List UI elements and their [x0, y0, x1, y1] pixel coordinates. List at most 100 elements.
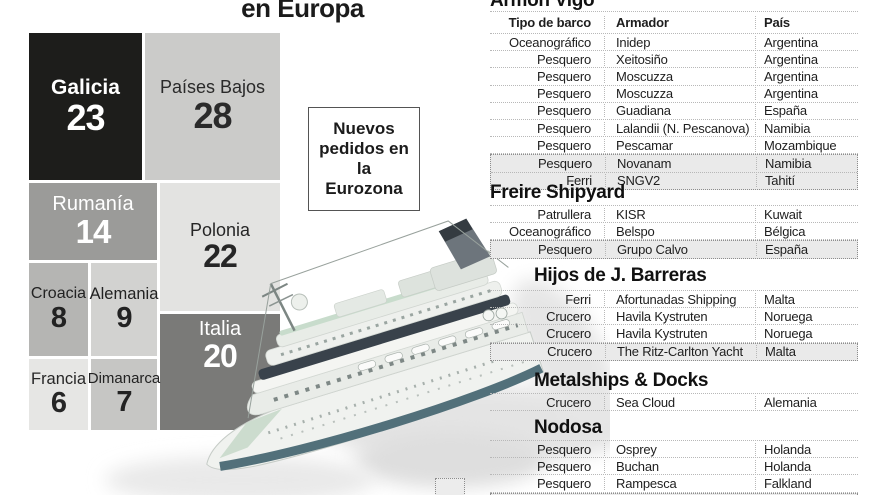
cell-armador: Pescamar — [604, 138, 755, 152]
cell-pais: Noruega — [755, 309, 858, 323]
table-row: Oceanográfico Belspo Bélgica — [490, 223, 858, 241]
treemap-label: Países Bajos — [159, 77, 266, 98]
cell-pais: Holanda — [755, 459, 858, 473]
cell-pais: Argentina — [755, 35, 858, 49]
table-header: Tipo de barco Armador País — [490, 11, 858, 34]
treemap-box-dimanarca: Dimanarca 7 — [88, 359, 160, 430]
cell-tipo-de-barco: Crucero — [546, 308, 591, 324]
cell-pais: Argentina — [755, 52, 858, 66]
column-header-tipo: Tipo de barco — [508, 15, 592, 30]
cell-tipo-de-barco: Pesquero — [537, 241, 592, 257]
treemap-value: 23 — [66, 96, 105, 138]
table-row: Crucero The Ritz-Carlton Yacht Malta — [491, 344, 857, 360]
cell-tipo-de-barco: Crucero — [547, 344, 592, 360]
cell-armador: Lalandii (N. Pescanova) — [604, 121, 755, 135]
cell-pais: Noruega — [755, 326, 858, 340]
table-body: Pesquero Osprey Holanda Pesquero Buchan Holan… — [490, 440, 858, 495]
treemap-value: 7 — [116, 386, 132, 419]
cell-armador: SNGV2 — [605, 174, 756, 188]
cell-pais: Bélgica — [755, 224, 858, 238]
table-row: Pesquero Grupo Calvo España — [491, 241, 857, 257]
treemap-value: 9 — [116, 301, 132, 334]
cell-armador: Moscuzza — [604, 87, 755, 101]
cell-armador: Sea Cloud — [604, 395, 755, 409]
section-title: Freire Shipyard — [490, 182, 625, 203]
cell-pais: Falkland — [755, 476, 858, 490]
cell-tipo-de-barco: Pesquero — [536, 103, 591, 119]
cell-pais: Argentina — [755, 69, 858, 83]
cell-pais: Kuwait — [755, 207, 858, 221]
column-header-armador: Armador — [604, 16, 755, 29]
treemap-box-croacia: Croacia 8 — [29, 263, 88, 356]
cell-tipo-de-barco: Ferri — [565, 291, 591, 307]
cell-tipo-de-barco: Crucero — [546, 325, 591, 341]
treemap-label: Francia — [30, 369, 87, 388]
treemap-label: Croacia — [30, 284, 87, 302]
section-title: Nodosa — [534, 417, 602, 438]
table-row: Pesquero Xeitosiño Argentina — [490, 51, 858, 69]
eurozone-highlight-group: Pesquero Grupo Calvo España — [490, 240, 858, 259]
cell-pais: Holanda — [755, 442, 858, 456]
cell-armador: Belspo — [604, 224, 755, 238]
treemap-value: 22 — [203, 237, 238, 274]
treemap-value: 8 — [50, 301, 67, 334]
cell-tipo-de-barco: Pesquero — [536, 441, 591, 457]
table-body: Crucero Sea Cloud Alemania — [490, 393, 858, 412]
section-nodosa: Nodosa Pesquero Osprey Holanda Pesquero Buch… — [490, 418, 858, 495]
section-title: Armón Vigo — [490, 0, 595, 11]
section-title: Metalships & Docks — [534, 370, 709, 391]
table-row: Pesquero Pescamar Mozambique — [490, 137, 858, 155]
treemap-label: Alemania — [89, 284, 159, 303]
cell-pais: Tahití — [756, 174, 859, 188]
table-row: Ferri Afortunadas Shipping Malta — [490, 291, 858, 309]
cell-armador: Novanam — [605, 156, 756, 170]
cell-tipo-de-barco: Pesquero — [536, 120, 591, 136]
cell-tipo-de-barco: Pesquero — [536, 475, 591, 491]
callout-new-orders-eurozone: Nuevos pedidos en la Eurozona — [308, 107, 420, 211]
table-body: Ferri Afortunadas Shipping Malta Crucero Hav… — [490, 290, 858, 361]
cell-tipo-de-barco: Ferri — [566, 173, 592, 189]
page-title: en Europa — [241, 0, 364, 23]
table-body: Oceanográfico Inidep Argentina Pesquero Xeit… — [490, 34, 858, 190]
eurozone-highlight-group: Pesquero Novanam Namibia Ferri SNGV2 Tahití — [490, 154, 859, 190]
treemap-value: 20 — [203, 338, 238, 374]
column-header-pais: País — [755, 16, 858, 29]
cell-pais: España — [755, 104, 858, 118]
table-row: Pesquero Lalandii (N. Pescanova) Namibia — [490, 120, 858, 138]
cell-tipo-de-barco: Pesquero — [537, 155, 592, 171]
treemap-label: Galicia — [51, 75, 120, 99]
table-row: Crucero Havila Kystruten Noruega — [490, 308, 858, 326]
cell-tipo-de-barco: Oceanográfico — [509, 223, 591, 239]
shipyard-tables-panel: Armón Vigo Tipo de barco Armador País Oc… — [490, 0, 870, 495]
treemap-label: Rumanía — [52, 192, 134, 215]
table-row: Pesquero Guadiana España — [490, 103, 858, 120]
table-row: Pesquero Osprey Holanda — [490, 441, 858, 459]
treemap-box-rumania: Rumanía 14 — [29, 183, 157, 260]
cell-pais: Mozambique — [755, 138, 858, 152]
ship-radar-dome — [290, 293, 308, 311]
cell-armador: Xeitosiño — [604, 52, 755, 66]
cell-tipo-de-barco: Pesquero — [536, 137, 591, 153]
section-freire-shipyard: Freire Shipyard Patrullera KISR Kuwait Ocea… — [490, 183, 858, 259]
section-armon-vigo: Armón Vigo Tipo de barco Armador País Oc… — [490, 0, 858, 190]
table-row: Pesquero Novanam Namibia — [491, 155, 857, 173]
table-row: Pesquero Moscuzza Argentina — [490, 86, 858, 103]
ship-lifeboats — [357, 319, 510, 372]
cell-tipo-de-barco: Crucero — [546, 394, 591, 410]
cell-armador: Havila Kystruten — [604, 326, 755, 340]
table-row: Crucero Havila Kystruten Noruega — [490, 325, 858, 343]
cell-pais: Malta — [755, 292, 858, 306]
section-metalships-docks: Metalships & Docks Crucero Sea Cloud Alema… — [490, 370, 858, 412]
table-row: Pesquero Moscuzza Argentina — [490, 68, 858, 86]
cell-armador: Havila Kystruten — [604, 309, 755, 323]
section-title: Hijos de J. Barreras — [534, 265, 707, 286]
treemap-box-paises-bajos: Países Bajos 28 — [145, 33, 280, 180]
treemap-value: 14 — [75, 212, 112, 250]
cell-tipo-de-barco: Oceanográfico — [509, 34, 591, 50]
ship-dark-band — [258, 294, 511, 380]
treemap-label: Italia — [198, 318, 242, 340]
section-hijos-de-j-barreras: Hijos de J. Barreras Ferri Afortunadas Sh… — [490, 266, 858, 361]
cell-pais: España — [756, 242, 859, 256]
cell-armador: KISR — [604, 207, 755, 221]
